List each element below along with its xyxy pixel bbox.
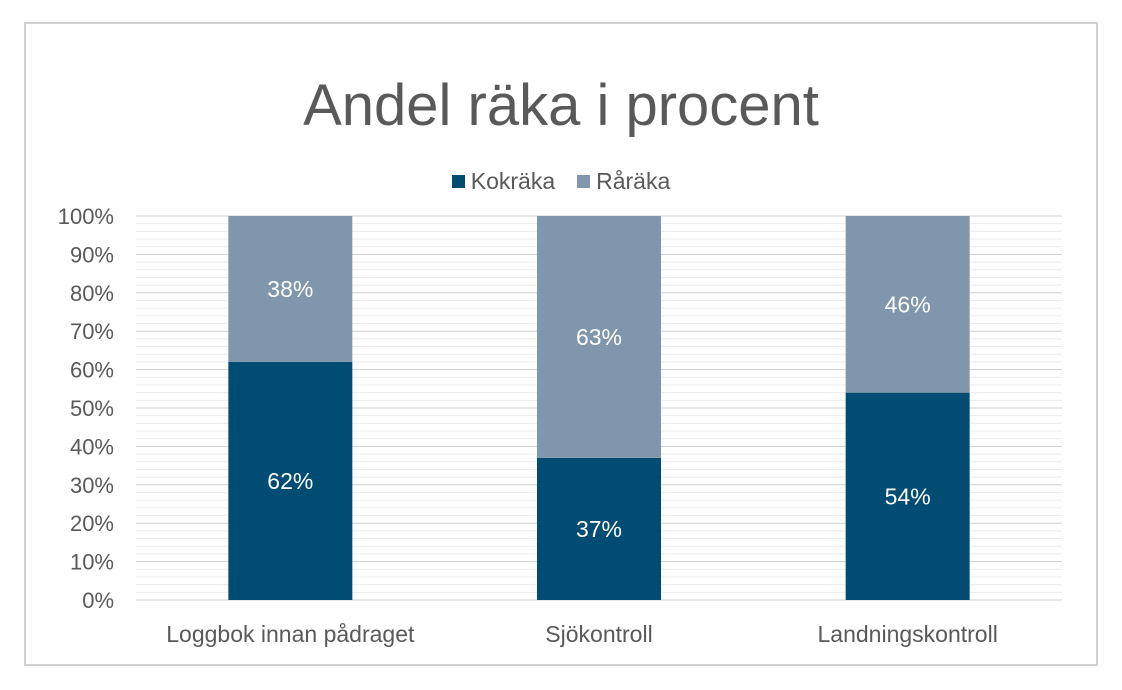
legend-item-kokraka: Kokräka [451, 168, 556, 195]
x-category-label: Loggbok innan pådraget [166, 621, 415, 647]
data-label: 46% [885, 291, 931, 317]
data-label: 62% [267, 468, 313, 494]
bar-segment [845, 216, 970, 393]
x-category-label: Landningskontroll [818, 621, 998, 647]
y-tick-label: 100% [58, 204, 114, 229]
y-tick-label: 10% [70, 550, 114, 575]
y-tick-label: 80% [70, 281, 114, 306]
bar-segment [228, 216, 353, 362]
y-tick-label: 70% [70, 319, 114, 344]
legend-label-raraka: Råräka [596, 168, 671, 194]
legend-item-raraka: Råräka [577, 168, 670, 195]
bar-segment [537, 216, 661, 458]
bar-segment [845, 392, 970, 600]
x-category-label: Sjökontroll [545, 621, 652, 647]
chart-title: Andel räka i procent [303, 73, 819, 138]
legend: Kokräka Råräka [26, 168, 1096, 195]
data-label: 37% [576, 516, 622, 542]
legend-swatch-kokraka [451, 175, 465, 188]
y-tick-label: 40% [70, 434, 114, 459]
y-tick-label: 0% [82, 588, 114, 613]
data-label: 63% [576, 324, 622, 350]
bar-segment [537, 457, 661, 600]
y-tick-label: 30% [70, 473, 114, 498]
data-label: 38% [267, 276, 313, 302]
legend-swatch-raraka [577, 175, 591, 188]
y-tick-label: 60% [70, 358, 114, 383]
data-label: 54% [885, 483, 931, 509]
y-tick-label: 50% [70, 396, 114, 421]
legend-label-kokraka: Kokräka [470, 168, 556, 194]
bar-segment [228, 361, 353, 600]
y-tick-label: 20% [70, 511, 114, 536]
y-tick-label: 90% [70, 242, 114, 267]
